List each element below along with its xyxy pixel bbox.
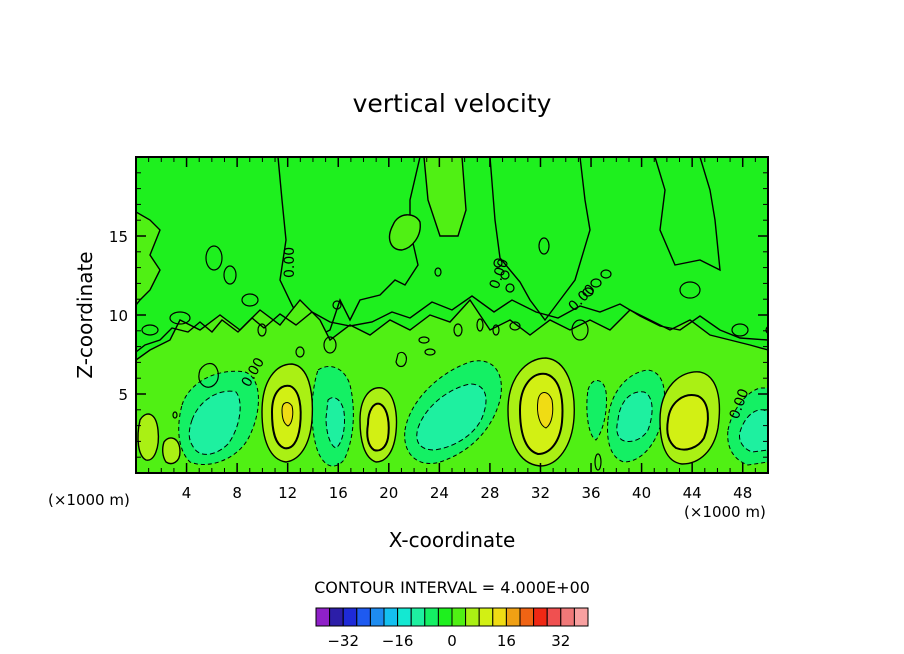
colorbar-swatch <box>342 607 358 627</box>
zero-contour-line <box>395 351 407 368</box>
contour-region <box>188 390 241 455</box>
y-tick-label: 10 <box>109 307 128 325</box>
contour-region <box>537 392 554 429</box>
colorbar-swatch <box>546 607 562 627</box>
contour-region <box>489 157 591 322</box>
contour-region <box>137 413 160 461</box>
zero-contour-line <box>198 362 219 388</box>
colorbar-tick-label: 16 <box>497 632 516 650</box>
contour-region <box>739 409 768 453</box>
contour-region <box>616 391 653 443</box>
x-axis-label: X-coordinate <box>389 528 516 552</box>
x-tick-label: 28 <box>480 484 499 502</box>
chart-title: vertical velocity <box>353 89 552 118</box>
x-tick-label: 44 <box>683 484 702 502</box>
contour-fill-layer <box>136 157 768 473</box>
contour-interval-text: CONTOUR INTERVAL = 4.000E+00 <box>314 578 590 597</box>
x-tick-label: 40 <box>632 484 651 502</box>
x-tick-label: 24 <box>430 484 449 502</box>
contour-region <box>423 157 467 237</box>
colorbar-swatch <box>397 607 412 627</box>
colorbar-swatch <box>519 607 535 627</box>
colorbar-swatch <box>560 607 575 627</box>
colorbar-swatch <box>315 607 331 627</box>
contour-region <box>325 397 345 449</box>
contour-loops <box>141 237 768 471</box>
contour-region <box>666 394 709 451</box>
colorbar-tick-label: −16 <box>382 632 414 650</box>
colorbar-swatch <box>424 607 439 627</box>
colorbar-swatch <box>533 607 548 627</box>
contour-region <box>366 402 390 452</box>
x-tick-label: 36 <box>581 484 600 502</box>
x-unit-label-right: (×1000 m) <box>684 503 766 521</box>
contour-region <box>586 380 607 441</box>
y-axis: 5 10 15 <box>109 172 768 458</box>
colorbar-swatch <box>437 607 453 627</box>
y-tick-label: 15 <box>109 228 128 246</box>
colorbar-swatch <box>451 607 467 627</box>
contour-region <box>161 437 181 465</box>
colorbar-tick-label: −32 <box>327 632 359 650</box>
x-tick-label: 20 <box>379 484 398 502</box>
contour-region <box>388 214 421 251</box>
x-tick-label: 16 <box>329 484 348 502</box>
x-unit-label-left: (×1000 m) <box>48 491 130 509</box>
colorbar-swatch <box>492 607 507 627</box>
x-tick-label: 4 <box>182 484 192 502</box>
contour-region <box>416 383 487 451</box>
colorbar-swatch <box>369 607 385 627</box>
colorbar-ticks: −32 −16 0 16 32 <box>327 632 570 650</box>
colorbar-swatch <box>410 607 426 627</box>
x-tick-label: 8 <box>232 484 242 502</box>
contour-region <box>654 157 721 272</box>
colorbar-swatch <box>505 607 521 627</box>
colorbar-swatch <box>383 607 399 627</box>
colorbar-tick-label: 0 <box>447 632 457 650</box>
colorbar-swatch <box>465 607 480 627</box>
colorbar-swatch <box>356 607 371 627</box>
colorbar-swatch <box>573 607 589 627</box>
colorbar-swatch <box>478 607 494 627</box>
y-tick-label: 5 <box>118 386 128 404</box>
x-tick-label: 12 <box>278 484 297 502</box>
colorbar-tick-label: 32 <box>551 632 570 650</box>
colorbar <box>315 607 589 627</box>
x-tick-label: 32 <box>531 484 550 502</box>
contour-region <box>281 402 294 427</box>
contour-label: 0.00 <box>282 247 298 278</box>
x-tick-label: 48 <box>733 484 752 502</box>
zero-contour-line <box>136 295 768 353</box>
colorbar-swatch <box>329 607 344 627</box>
x-axis: 4 8 12 16 20 24 28 32 36 40 44 48 <box>148 157 756 502</box>
y-axis-label: Z-coordinate <box>73 251 97 378</box>
